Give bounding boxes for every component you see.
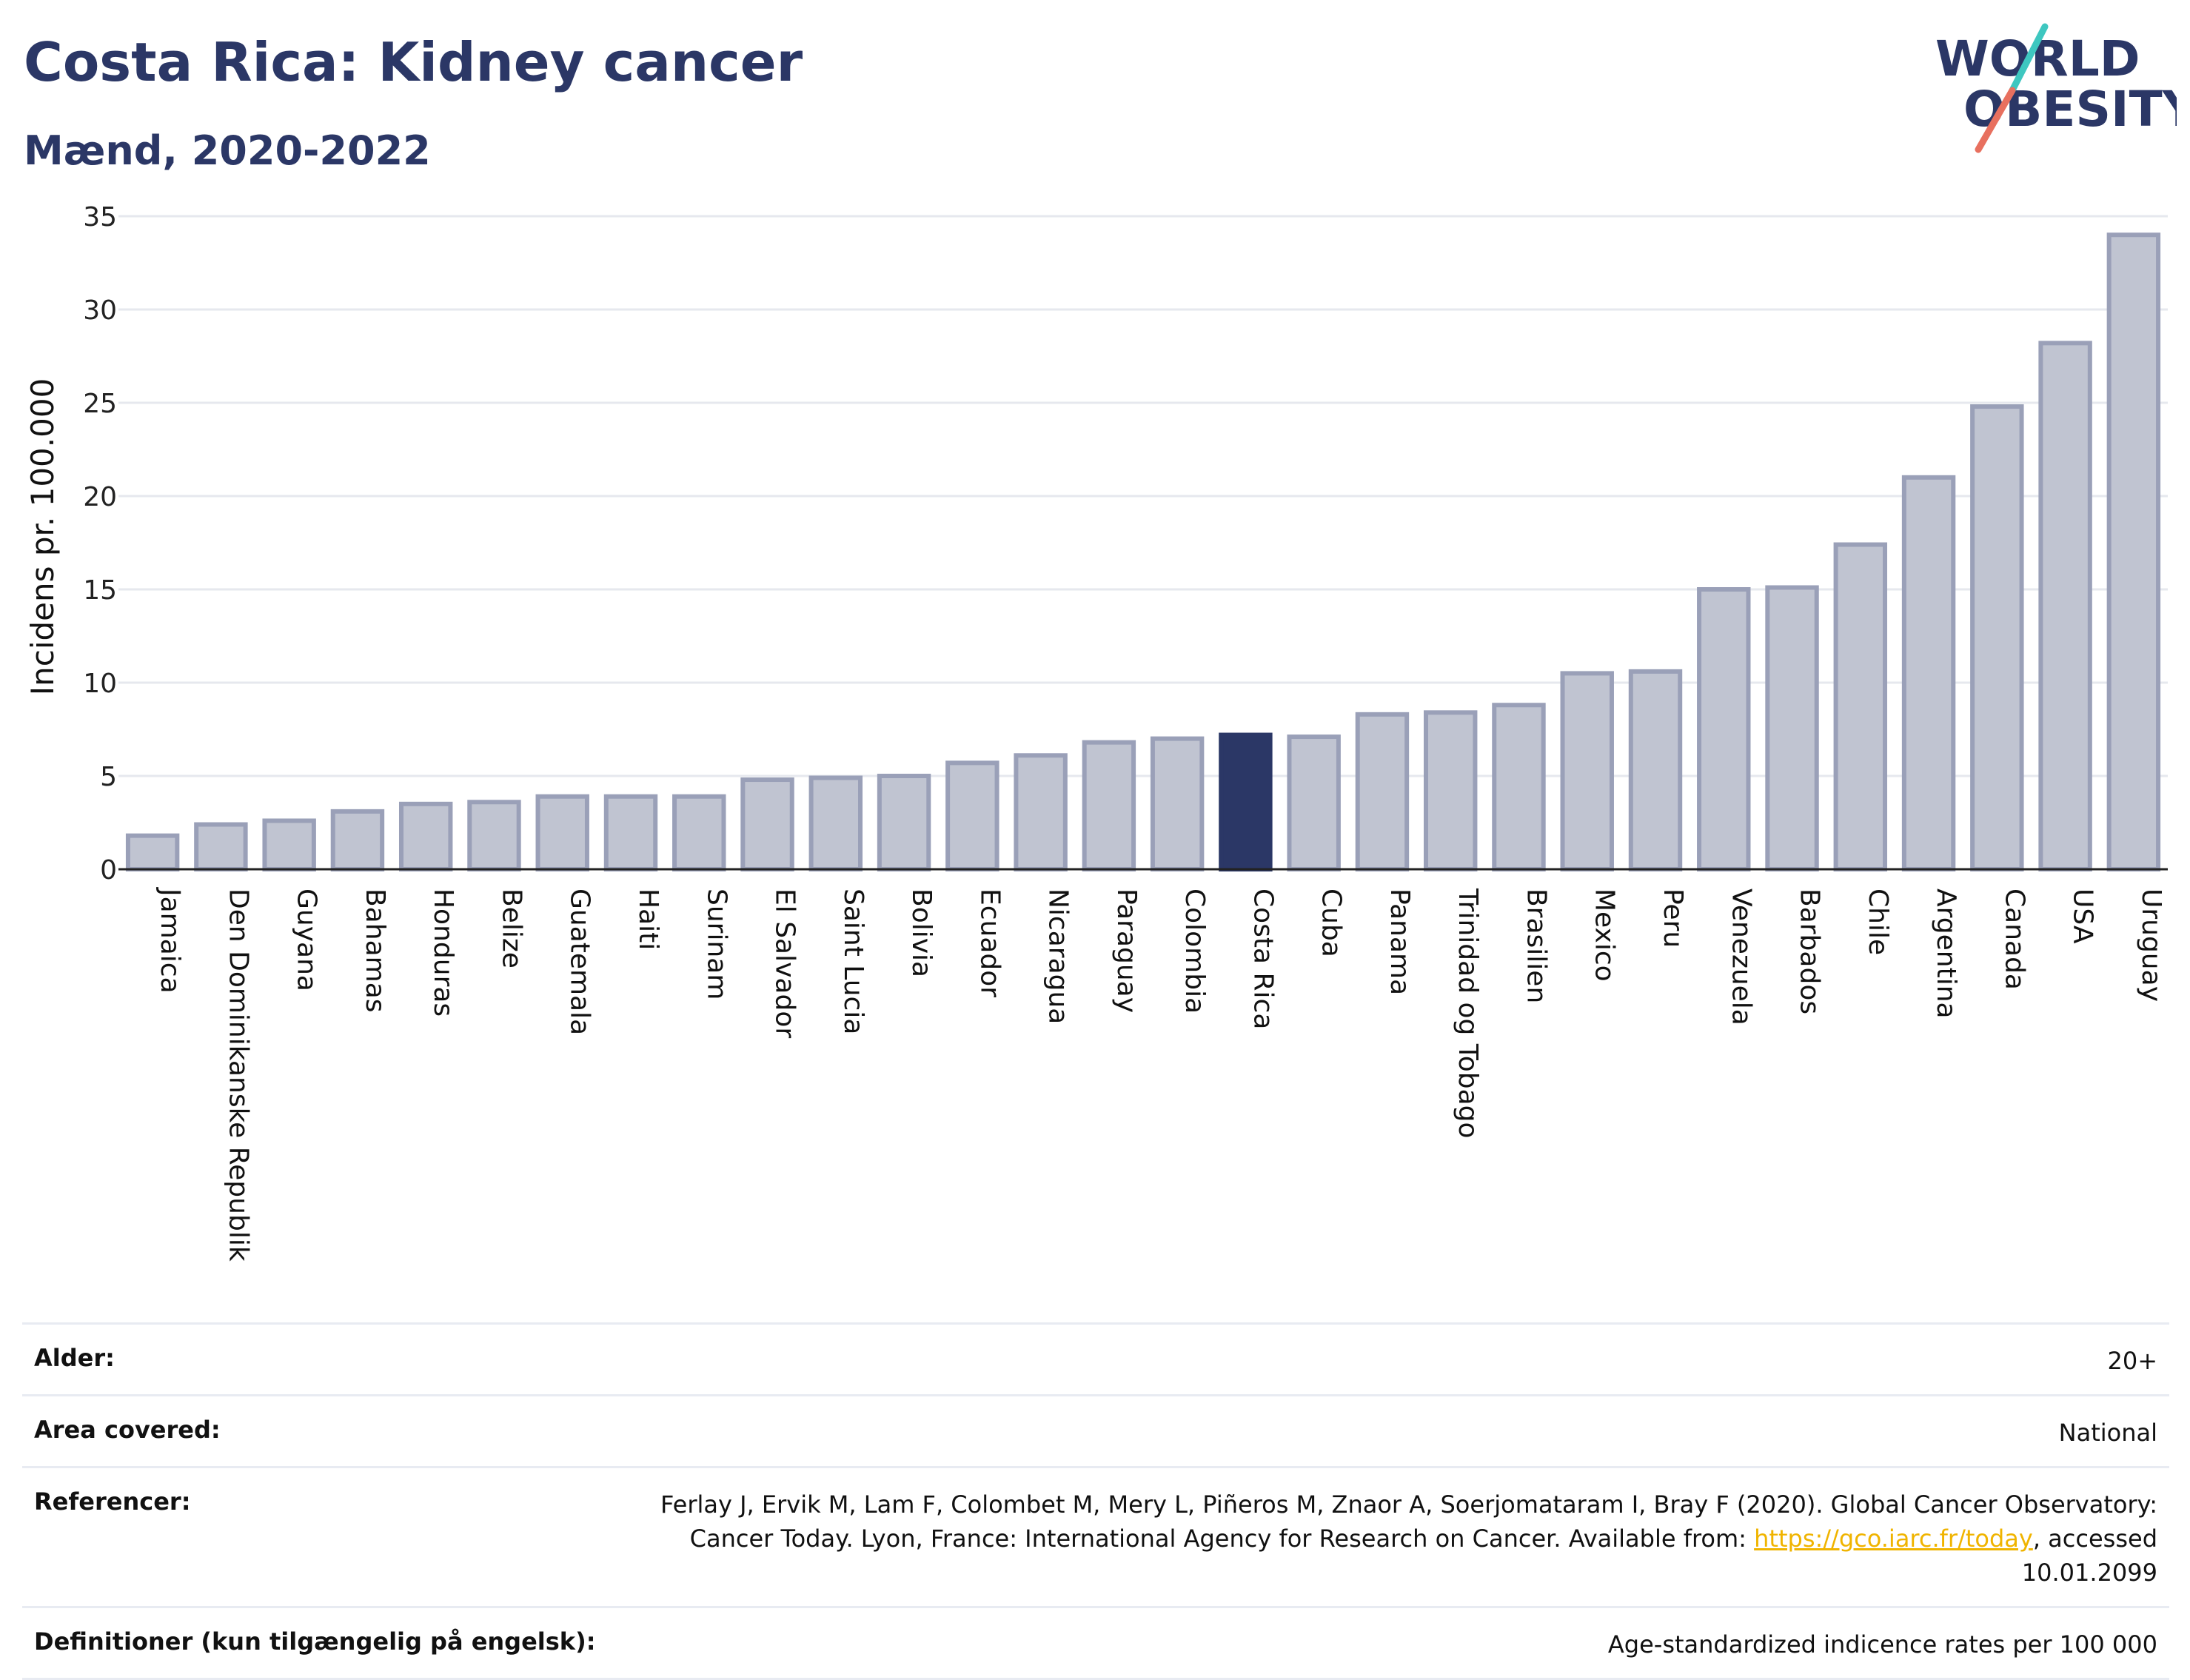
x-tick-label: Panama <box>1384 888 1415 995</box>
x-tick-label: Brasilien <box>1521 888 1551 1003</box>
meta-value-age: 20+ <box>2107 1347 2157 1375</box>
logo-slash-bottom <box>1975 87 2016 153</box>
y-tick-label: 0 <box>100 855 117 886</box>
y-tick-label: 20 <box>83 482 117 512</box>
x-tick-label: Cuba <box>1316 888 1347 957</box>
meta-row-area: Area covered: National <box>22 1394 2169 1466</box>
x-tick-label: USA <box>2068 888 2098 944</box>
x-tick-label: Saint Lucia <box>838 888 868 1034</box>
bar-canada <box>1970 404 2024 871</box>
meta-label-references: Referencer: <box>34 1487 191 1516</box>
x-tick-label: Ecuador <box>974 888 1005 997</box>
bar-belize <box>467 800 521 872</box>
y-tick-label: 15 <box>83 575 117 606</box>
logo-slash-top <box>2009 23 2049 94</box>
x-tick-label: Guyana <box>292 888 322 991</box>
bar-usa <box>2038 341 2092 871</box>
y-tick-label: 35 <box>83 202 117 232</box>
grid-lines <box>118 215 2168 777</box>
x-tick-label: Den Dominikanske Republik <box>223 888 253 1262</box>
bar-ecuador <box>945 760 999 871</box>
bar-guatemala <box>535 794 589 871</box>
x-tick-label: Belize <box>496 888 526 968</box>
meta-row-definitions: Definitioner (kun tilgængelig på engelsk… <box>22 1606 2169 1680</box>
bar-colombia <box>1150 736 1205 871</box>
x-tick-label: Barbados <box>1795 888 1825 1014</box>
y-axis-ticks: 0 5 10 15 20 25 30 35 <box>83 202 117 886</box>
bar-trinidad-og-tobago <box>1423 710 1478 871</box>
bar-paraguay <box>1082 740 1136 872</box>
bar-bahamas <box>330 809 385 872</box>
x-tick-label: Argentina <box>1931 888 1961 1019</box>
bar-jamaica <box>125 833 180 872</box>
y-tick-label: 30 <box>83 295 117 326</box>
x-tick-label: Surinam <box>701 888 731 1000</box>
bars <box>125 232 2161 872</box>
bar-argentina <box>1901 475 1956 871</box>
x-tick-label: Bolivia <box>906 888 937 977</box>
meta-label-age: Alder: <box>34 1344 115 1372</box>
x-tick-label: Venezuela <box>1726 888 1756 1025</box>
metadata-table: Alder: 20+ Area covered: National Refere… <box>22 1322 2169 1680</box>
bar-nicaragua <box>1014 753 1068 872</box>
x-tick-label: Chile <box>1863 888 1893 955</box>
y-tick-label: 25 <box>83 389 117 419</box>
x-tick-label: Haiti <box>633 888 663 950</box>
bar-cuba <box>1287 734 1341 872</box>
reference-text: Ferlay J, Ervik M, Lam F, Colombet M, Me… <box>660 1490 2157 1553</box>
meta-label-area: Area covered: <box>34 1416 221 1444</box>
x-tick-label: Jamaica <box>155 887 185 994</box>
bar-den-dominikanske-republik <box>194 822 248 872</box>
bar-panama <box>1355 712 1410 872</box>
reference-accessed: , accessed 10.01.2099 <box>2021 1525 2157 1587</box>
bar-peru <box>1628 669 1683 871</box>
x-tick-label: Canada <box>1999 888 2029 990</box>
meta-row-references: Referencer: Ferlay J, Ervik M, Lam F, Co… <box>22 1466 2169 1606</box>
bar-surinam <box>672 794 726 871</box>
bar-haiti <box>603 794 658 871</box>
x-tick-label: Peru <box>1658 888 1688 948</box>
x-tick-label: Guatemala <box>565 888 595 1035</box>
bar-brasilien <box>1492 703 1546 871</box>
x-tick-label: Honduras <box>428 888 458 1017</box>
reference-link[interactable]: https://gco.iarc.fr/today <box>1754 1525 2033 1553</box>
x-axis-ticks: Jamaica Den Dominikanske Republik Guyana Ba… <box>155 887 2166 1262</box>
bar-venezuela <box>1697 587 1751 871</box>
meta-value-references: Ferlay J, Ervik M, Lam F, Colombet M, Me… <box>603 1487 2157 1590</box>
y-axis-title: Incidens pr. 100.000 <box>24 378 61 696</box>
x-tick-label: Uruguay <box>2136 888 2166 1002</box>
x-tick-label: Mexico <box>1590 888 1620 982</box>
bar-saint-lucia <box>808 775 863 872</box>
x-tick-label: El Salvador <box>770 888 800 1038</box>
meta-value-definitions: Age-standardized indicence rates per 100… <box>1607 1630 2157 1659</box>
x-tick-label: Paraguay <box>1111 888 1142 1013</box>
bar-chile <box>1833 542 1888 872</box>
y-tick-label: 10 <box>83 669 117 699</box>
bar-uruguay <box>2106 232 2161 871</box>
bar-honduras <box>398 801 453 872</box>
x-tick-label: Costa Rica <box>1248 888 1278 1029</box>
x-tick-label: Colombia <box>1179 888 1210 1014</box>
meta-value-area: National <box>2058 1419 2157 1447</box>
bar-mexico <box>1560 671 1614 872</box>
chart-title: Costa Rica: Kidney cancer <box>24 31 803 93</box>
bar-guyana <box>262 818 316 871</box>
bar-costa-rica <box>1219 732 1273 871</box>
x-tick-label: Nicaragua <box>1043 888 1074 1024</box>
bar-el-salvador <box>740 777 794 872</box>
bar-bolivia <box>877 774 931 871</box>
x-tick-label: Trinidad og Tobago <box>1453 888 1483 1139</box>
world-obesity-logo: WORLD OBESITY <box>1935 23 2177 153</box>
x-tick-label: Bahamas <box>360 888 390 1013</box>
meta-label-definitions: Definitioner (kun tilgængelig på engelsk… <box>34 1627 596 1656</box>
chart-subtitle: Mænd, 2020-2022 <box>24 127 431 174</box>
bar-chart: 0 5 10 15 20 25 30 35 Jamaica Den Dominikanske R… <box>24 202 2168 1262</box>
bar-barbados <box>1765 585 1819 871</box>
y-tick-label: 5 <box>100 762 117 792</box>
meta-row-age: Alder: 20+ <box>22 1322 2169 1394</box>
